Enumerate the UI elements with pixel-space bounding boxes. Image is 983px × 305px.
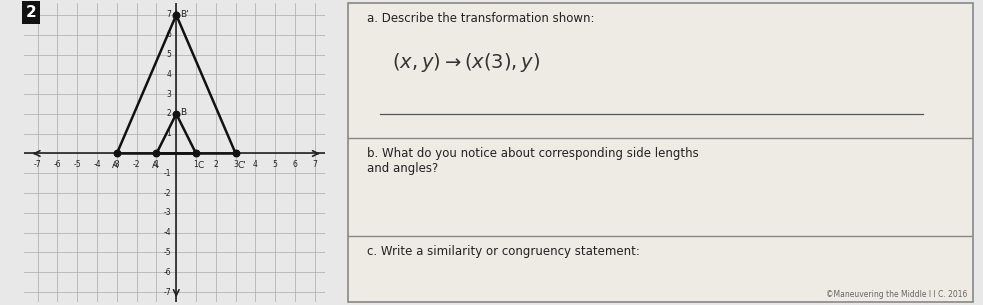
Text: -2: -2 — [164, 188, 171, 198]
Text: B': B' — [181, 10, 190, 20]
Text: 2: 2 — [26, 5, 36, 20]
Point — [109, 151, 125, 156]
Text: 5: 5 — [273, 160, 277, 169]
Point — [148, 151, 164, 156]
Text: A: A — [152, 161, 158, 170]
Text: -5: -5 — [74, 160, 81, 169]
Text: 2: 2 — [213, 160, 218, 169]
Point — [188, 151, 203, 156]
Text: -1: -1 — [164, 169, 171, 178]
Text: $(x,y)\rightarrow (x(3),y)$: $(x,y)\rightarrow (x(3),y)$ — [392, 51, 541, 74]
Text: C': C' — [238, 161, 247, 170]
Text: -4: -4 — [93, 160, 101, 169]
Text: 7: 7 — [166, 10, 171, 20]
Point — [228, 151, 244, 156]
Text: 4: 4 — [253, 160, 258, 169]
Text: -6: -6 — [54, 160, 61, 169]
Text: -6: -6 — [164, 268, 171, 277]
Text: 6: 6 — [293, 160, 298, 169]
Text: c. Write a similarity or congruency statement:: c. Write a similarity or congruency stat… — [367, 245, 640, 258]
Text: 2: 2 — [166, 109, 171, 118]
Text: -3: -3 — [113, 160, 121, 169]
Text: -1: -1 — [152, 160, 160, 169]
Text: -2: -2 — [133, 160, 141, 169]
Text: 1: 1 — [166, 129, 171, 138]
Text: -4: -4 — [164, 228, 171, 237]
Text: 1: 1 — [194, 160, 199, 169]
Point — [168, 111, 184, 116]
Text: C: C — [197, 161, 203, 170]
Text: -5: -5 — [164, 248, 171, 257]
Text: ©Maneuvering the Middle I I C. 2016: ©Maneuvering the Middle I I C. 2016 — [826, 290, 967, 299]
Text: -7: -7 — [164, 288, 171, 296]
Point — [168, 13, 184, 17]
Text: B: B — [181, 108, 187, 117]
Text: 3: 3 — [166, 90, 171, 99]
Text: a. Describe the transformation shown:: a. Describe the transformation shown: — [367, 12, 595, 25]
Text: b. What do you notice about corresponding side lengths
and angles?: b. What do you notice about correspondin… — [367, 146, 699, 174]
Text: 3: 3 — [233, 160, 238, 169]
Text: A': A' — [112, 161, 120, 170]
Text: 4: 4 — [166, 70, 171, 79]
Text: 7: 7 — [313, 160, 318, 169]
Text: -3: -3 — [164, 208, 171, 217]
Text: 5: 5 — [166, 50, 171, 59]
Text: -7: -7 — [33, 160, 41, 169]
Text: 6: 6 — [166, 30, 171, 39]
